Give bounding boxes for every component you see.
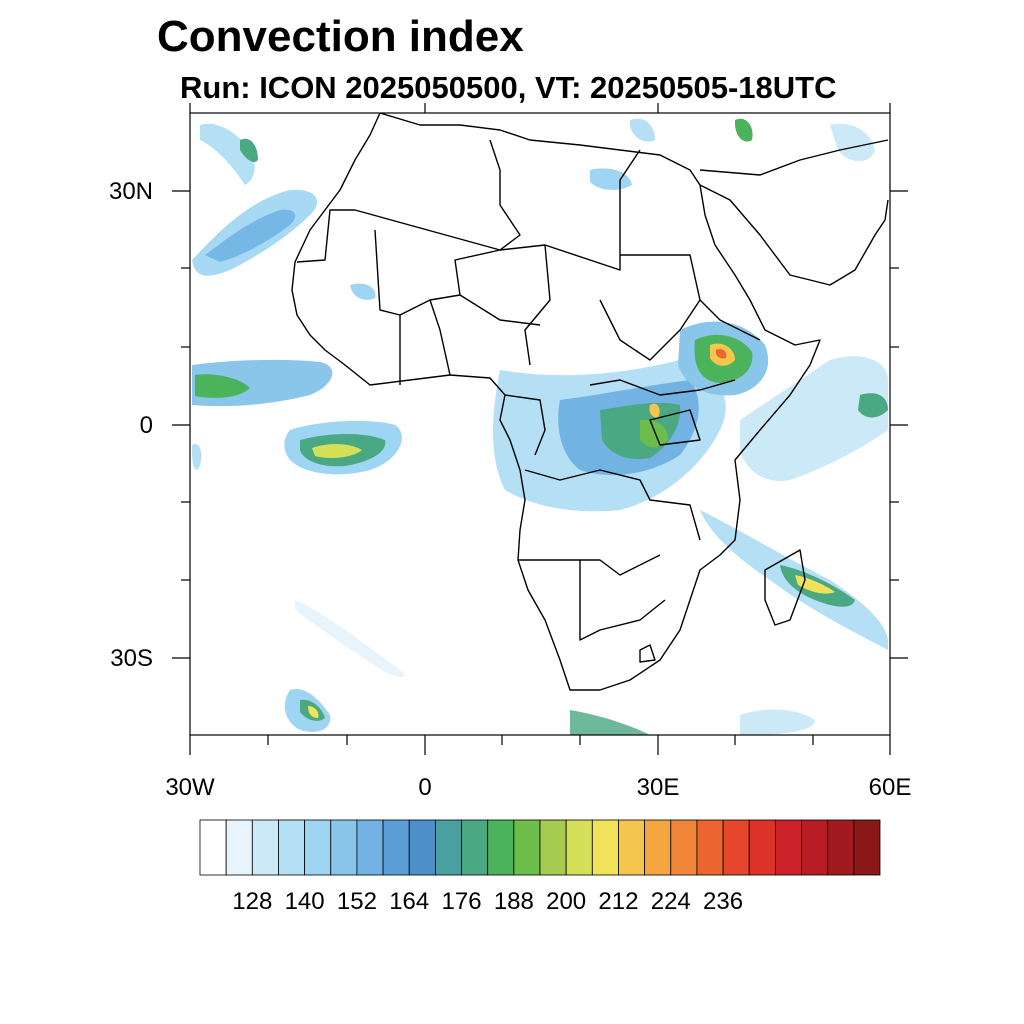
colorbar-label: 212 [598, 888, 639, 915]
map-title: Convection index [157, 12, 524, 61]
colorbar-swatch [644, 819, 672, 876]
x-tick-label-0: 0 [418, 774, 432, 801]
colorbar-label: 200 [546, 888, 587, 915]
colorbar-label: 236 [703, 888, 744, 915]
y-tick-label-30s: 30S [110, 645, 153, 672]
colorbar-swatch [565, 819, 593, 876]
colorbar-swatch [251, 819, 279, 876]
colorbar-swatch [330, 819, 358, 876]
y-tick-label-30n: 30N [108, 178, 153, 205]
convection-region-north [350, 118, 875, 300]
colorbar-swatch [304, 819, 332, 876]
convection-region-ethiopia [678, 321, 769, 396]
colorbar-label: 164 [389, 888, 430, 915]
x-tick-label-60e: 60E [868, 774, 912, 801]
colorbar-swatch [513, 819, 541, 876]
colorbar-swatch [356, 819, 384, 876]
convection-region-east-coast [700, 356, 888, 650]
colorbar-swatch [434, 819, 462, 876]
colorbar-swatch [801, 819, 829, 876]
colorbar-label: 128 [232, 888, 273, 915]
y-tick-label-0: 0 [139, 412, 153, 439]
colorbar-label: 188 [493, 888, 534, 915]
colorbar-swatch [774, 819, 802, 876]
colorbar-swatch [225, 819, 253, 876]
colorbar-swatch [722, 819, 750, 876]
convection-field [192, 113, 889, 735]
colorbar-swatch [382, 819, 410, 876]
colorbar-swatch [461, 819, 489, 876]
colorbar-label: 224 [650, 888, 691, 915]
x-tick-label-30e: 30E [636, 774, 680, 801]
colorbar-label: 140 [284, 888, 325, 915]
convection-region-gulf-of-guinea [192, 359, 402, 475]
colorbar-swatch [199, 819, 227, 876]
colorbar-swatch [853, 819, 881, 876]
colorbar-swatch [539, 819, 567, 876]
colorbar-swatch [591, 819, 619, 876]
colorbar-label: 152 [336, 888, 377, 915]
plot-frame [189, 112, 891, 736]
convection-region-northwest-atlantic [192, 123, 318, 276]
colorbar-swatch [696, 819, 724, 876]
colorbar [199, 819, 881, 876]
colorbar-swatch [408, 819, 436, 876]
map-subtitle: Run: ICON 2025050500, VT: 20250505-18UTC [180, 70, 837, 105]
colorbar-label: 176 [441, 888, 482, 915]
convection-region-south [284, 600, 815, 735]
colorbar-swatch [670, 819, 698, 876]
axis-ticks [172, 103, 908, 755]
coastlines-and-borders [291, 113, 889, 691]
colorbar-swatch [487, 819, 515, 876]
colorbar-swatch [827, 819, 855, 876]
colorbar-swatch [618, 819, 646, 876]
colorbar-swatch [278, 819, 306, 876]
colorbar-swatch [748, 819, 776, 876]
x-tick-label-30w: 30W [165, 774, 215, 801]
